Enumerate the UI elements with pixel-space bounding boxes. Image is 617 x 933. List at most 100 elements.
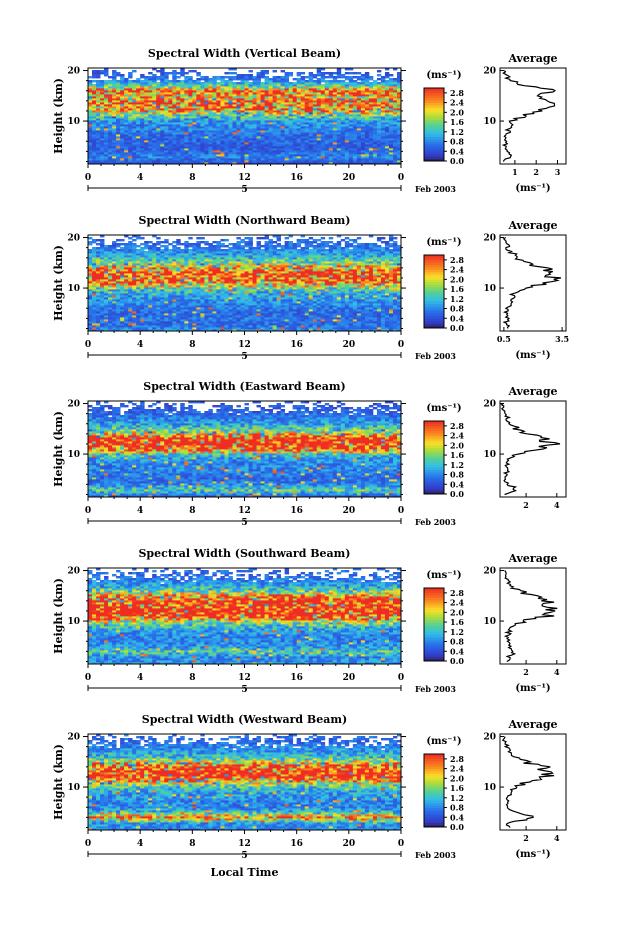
colorbar-swatch: [424, 93, 444, 96]
colorbar-swatch: [424, 107, 444, 110]
heatmap-cell: [108, 76, 112, 78]
heatmap-cell: [281, 76, 285, 78]
colorbar-swatch: [424, 115, 444, 118]
heatmap-cell: [389, 78, 393, 80]
heatmap-cell: [116, 80, 120, 82]
heatmap-cell: [92, 70, 96, 72]
heatmap-cell: [140, 80, 144, 82]
heatmap-cell: [285, 72, 289, 74]
heatmap-cell: [333, 72, 337, 74]
heatmap-cell: [184, 72, 188, 74]
x-tick-label: 12: [238, 173, 251, 183]
colorbar-swatch: [424, 142, 444, 145]
x-tick-label: 4: [137, 173, 143, 183]
colorbar-swatch: [424, 129, 444, 132]
heatmap-cell: [309, 72, 313, 74]
heatmap-cell: [321, 84, 325, 86]
heatmap-cell: [345, 82, 349, 84]
heatmap-cell: [333, 76, 337, 78]
heatmap-cell: [148, 76, 152, 78]
average-x-tick-label: 1: [512, 167, 518, 177]
heatmap-cell: [305, 80, 309, 82]
colorbar-swatch: [424, 156, 444, 159]
heatmap-cell: [108, 80, 112, 82]
heatmap-cell: [200, 82, 204, 84]
heatmap-cell: [325, 80, 329, 82]
colorbar-tick-label: 0.0: [450, 156, 464, 166]
heatmap-cell: [345, 76, 349, 78]
heatmap-cell: [188, 70, 192, 72]
heatmap-cell: [353, 80, 357, 82]
heatmap-cell: [265, 70, 269, 72]
heatmap-cell: [232, 82, 236, 84]
heatmap-cell: [192, 70, 196, 72]
heatmap-cell: [212, 76, 216, 78]
x-tick-label: 0: [398, 173, 404, 183]
heatmap-cell: [104, 80, 108, 82]
heatmap-cell: [156, 76, 160, 78]
colorbar-swatch: [424, 90, 444, 93]
heatmap-cell: [236, 82, 240, 84]
heatmap-cell: [301, 76, 305, 78]
heatmap-cell: [293, 82, 297, 84]
heatmap-cell: [353, 76, 357, 78]
colorbar-swatch: [424, 122, 444, 125]
colorbar-tick-label: 1.6: [450, 117, 464, 127]
heatmap-cell: [261, 70, 265, 72]
heatmap-cell: [277, 76, 281, 78]
heatmap-cell: [224, 72, 228, 74]
heatmap-cell: [236, 74, 240, 76]
x-tick-label: 20: [343, 173, 356, 183]
heatmap-cell: [132, 80, 136, 82]
heatmap-cell: [172, 70, 176, 72]
heatmap-cell: [273, 76, 277, 78]
heatmap-cell: [128, 72, 132, 74]
heatmap-cell: [92, 84, 96, 86]
heatmap-cell: [168, 72, 172, 74]
colorbar-swatch: [424, 120, 444, 123]
colorbar-swatch: [424, 134, 444, 137]
heatmap-cell: [88, 80, 92, 82]
heatmap-cell: [253, 76, 257, 78]
heatmap-cell: [144, 76, 148, 78]
colorbar-tick-label: 0.8: [450, 137, 464, 147]
x-tick-label: 0: [85, 173, 91, 183]
average-frame: [500, 68, 566, 164]
colorbar-swatch: [424, 151, 444, 154]
heatmap-cell: [152, 74, 156, 76]
heatmap: [88, 68, 401, 164]
heatmap-cell: [240, 74, 244, 76]
heatmap-cell: [228, 72, 232, 74]
heatmap-cell: [100, 70, 104, 72]
heatmap-cell: [257, 72, 261, 74]
y-axis-label: Height (km): [52, 78, 65, 154]
heatmap-cell: [249, 74, 253, 76]
heatmap-cell: [273, 70, 277, 72]
heatmap-cell: [357, 72, 361, 74]
heatmap-cell: [345, 72, 349, 74]
average-x-tick-label: 2: [533, 167, 539, 177]
heatmap-cell: [269, 78, 273, 80]
heatmap-cell: [261, 82, 265, 84]
heatmap-cell: [377, 78, 381, 80]
colorbar-swatch: [424, 154, 444, 157]
heatmap-cell: [168, 80, 172, 82]
colorbar-swatch: [424, 127, 444, 130]
heatmap-cell: [196, 78, 200, 80]
heatmap-cell: [369, 76, 373, 78]
colorbar-swatch: [424, 146, 444, 149]
colorbar-tick-label: 2.8: [450, 88, 464, 98]
heatmap-cell: [136, 78, 140, 80]
heatmap-cell: [124, 78, 128, 80]
heatmap-cell: [224, 80, 228, 82]
average-x-label: (ms⁻¹): [515, 183, 550, 194]
heatmap-cell: [329, 72, 333, 74]
heatmap-cell: [357, 82, 361, 84]
heatmap-cell: [176, 72, 180, 74]
heatmap-cell: [156, 70, 160, 72]
heatmap-cell: [373, 80, 377, 82]
heatmap-cell: [245, 74, 249, 76]
heatmap-cell: [140, 74, 144, 76]
